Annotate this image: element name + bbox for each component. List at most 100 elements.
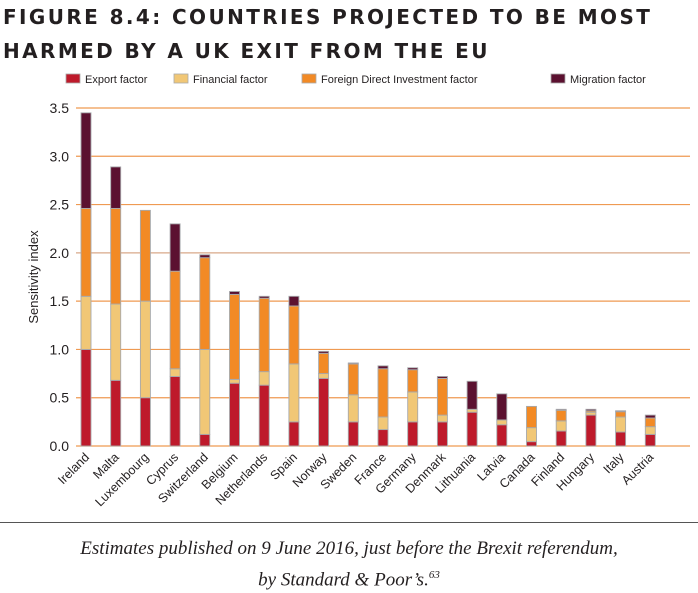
bar-segment: [139, 300, 151, 399]
legend-label: Financial factor: [193, 74, 268, 86]
bar-segment: [288, 305, 300, 365]
bar-segment: [347, 394, 359, 423]
bar-segment: [526, 427, 537, 443]
bar-segment: [407, 367, 419, 371]
bar-segment: [347, 363, 359, 396]
bar-segment: [110, 303, 122, 381]
y-tick-label: 1.5: [50, 293, 70, 309]
figure-title: FIGURE 8.4: COUNTRIES PROJECTED TO BE MO…: [3, 0, 693, 68]
legend-swatch: [550, 73, 566, 84]
bar-segment: [288, 295, 300, 307]
bar-segment: [526, 405, 537, 429]
y-tick-label: 0.5: [50, 390, 70, 406]
y-tick-label: 1.0: [50, 341, 70, 357]
bar-segment: [318, 350, 330, 354]
bar-segment: [466, 411, 478, 447]
caption: Estimates published on 9 June 2016, just…: [0, 536, 698, 593]
bar-segment: [436, 414, 448, 423]
bar-segment: [318, 377, 330, 447]
bar-segment: [526, 441, 537, 447]
bar-segment: [436, 421, 448, 447]
bar-segment: [496, 424, 508, 447]
legend-label: Migration factor: [570, 74, 646, 86]
legend-swatch: [65, 73, 81, 84]
bar-segment: [258, 371, 270, 386]
bar-segment: [555, 408, 567, 411]
bar-segment: [644, 433, 656, 447]
bar-segment: [347, 421, 359, 447]
bar-segment: [407, 421, 419, 447]
legend-label: Export factor: [85, 74, 148, 86]
bar-segment: [80, 112, 92, 209]
bar-segment: [169, 368, 181, 377]
stacked-bar-chart: Export factor Financial factor Foreign Dir…: [26, 73, 690, 509]
bar-segment: [585, 414, 597, 447]
legend-label: Foreign Direct Investment factor: [321, 74, 478, 86]
bar-segment: [585, 408, 597, 412]
bar-segment: [644, 417, 656, 428]
bar-segment: [110, 379, 122, 447]
y-tick-label: 2.5: [50, 197, 70, 213]
bar-segment: [318, 352, 330, 375]
x-tick-label: Ireland: [55, 450, 92, 487]
bar-segment: [169, 223, 181, 272]
bar-segment: [496, 393, 508, 421]
bar-segment: [80, 207, 92, 297]
bar-segment: [229, 293, 240, 380]
bar-segment: [199, 257, 211, 350]
title-line-2: HARMED BY A UK EXIT FROM THE EU: [3, 39, 490, 63]
bar-segment: [318, 373, 330, 379]
bar-segment: [199, 348, 211, 435]
bar-segment: [139, 397, 151, 447]
y-tick-label: 2.0: [50, 245, 70, 261]
bar-segment: [80, 348, 92, 447]
x-tick-label: Austria: [619, 450, 656, 487]
bar-segment: [466, 380, 478, 410]
bar-segment: [199, 254, 211, 259]
bar-segment: [377, 429, 389, 447]
bar-segment: [555, 430, 567, 447]
bar-segment: [169, 270, 181, 370]
caption-line-2: by Standard & Poor’s.: [258, 569, 429, 591]
bar-segment: [80, 295, 92, 350]
bar-segment: [407, 391, 419, 423]
footnote-ref: 63: [428, 569, 440, 581]
legend-swatch: [301, 73, 317, 84]
legend-swatch: [173, 73, 189, 84]
bar-segment: [258, 297, 270, 373]
caption-line-1: Estimates published on 9 June 2016, just…: [80, 538, 618, 559]
bar-segment: [615, 431, 627, 447]
bar-segment: [288, 363, 300, 423]
bar-segment: [258, 295, 270, 299]
bar-segment: [347, 362, 359, 365]
bar-segment: [615, 410, 627, 413]
bar-segment: [377, 368, 389, 418]
bar-segment: [199, 433, 211, 447]
bar-segment: [615, 416, 627, 433]
bar-segment: [377, 416, 389, 431]
bar-segment: [229, 378, 240, 384]
bar-segment: [110, 207, 122, 305]
bar-segment: [555, 409, 567, 422]
bar-segment: [555, 420, 567, 432]
title-line-1: FIGURE 8.4: COUNTRIES PROJECTED TO BE MO…: [3, 5, 653, 29]
bar-segment: [496, 419, 508, 426]
bar-segment: [139, 209, 151, 302]
y-axis-label: Sensitivity index: [26, 230, 41, 324]
bar-segment: [110, 166, 122, 209]
bar-segment: [644, 426, 656, 435]
divider: [0, 522, 698, 523]
bar-segment: [644, 414, 656, 419]
bar-segment: [229, 382, 240, 447]
bar-segment: [377, 365, 389, 370]
bar-segment: [436, 377, 448, 416]
y-tick-label: 3.5: [50, 100, 70, 116]
bar-segment: [229, 291, 240, 295]
y-tick-label: 0.0: [50, 438, 70, 454]
bar-segment: [169, 376, 181, 447]
bar-segment: [288, 421, 300, 447]
bar-segment: [258, 384, 270, 447]
bar-segment: [436, 376, 448, 379]
y-tick-label: 3.0: [50, 148, 70, 164]
bar-segment: [615, 411, 627, 418]
